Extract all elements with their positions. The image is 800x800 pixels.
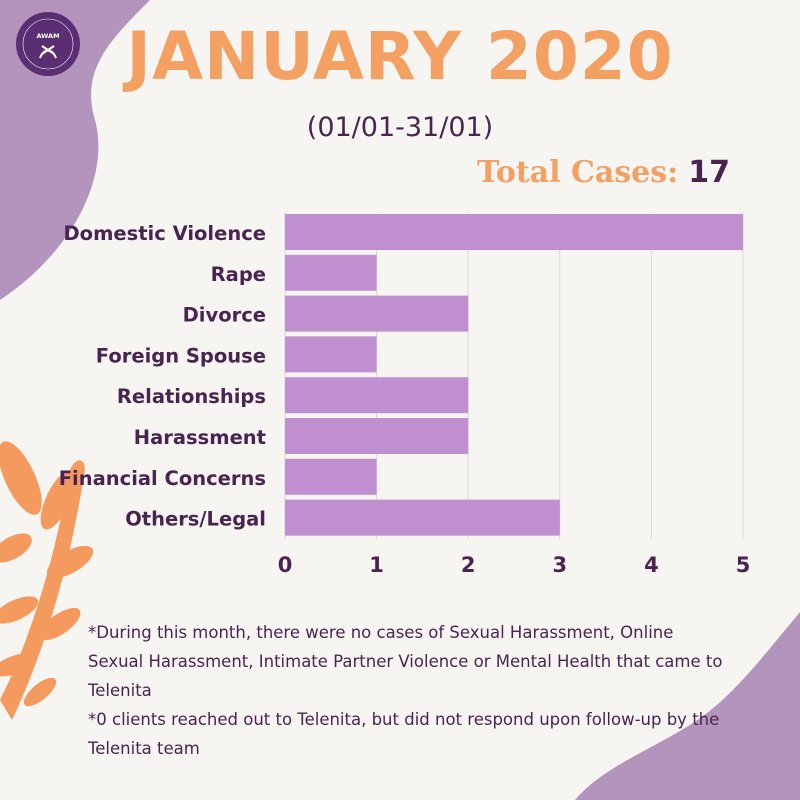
note-no-response: *0 clients reached out to Telenita, but … (88, 710, 720, 758)
bars (285, 214, 743, 536)
bar-1 (285, 254, 377, 291)
tick-label-0: 0 (278, 553, 293, 577)
bottom-right-blob (575, 612, 800, 800)
category-label-6: Financial Concerns (59, 467, 266, 490)
leaf-decoration (0, 441, 94, 720)
bar-0 (285, 214, 743, 250)
tick-label-4: 4 (644, 553, 659, 577)
notes: *During this month, there were no cases … (88, 618, 728, 763)
bar-4 (285, 377, 469, 414)
category-label-1: Rape (211, 263, 266, 286)
tick-label-1: 1 (369, 553, 384, 577)
awam-logo: AWAM (16, 12, 80, 76)
tick-label-2: 2 (461, 553, 476, 577)
bar-5 (285, 418, 469, 454)
category-label-5: Harassment (134, 426, 266, 449)
top-left-blob (0, 0, 150, 300)
category-label-4: Relationships (117, 385, 266, 408)
category-labels: Domestic Violence Rape Divorce Foreign Spou… (59, 222, 266, 531)
bar-2 (285, 295, 469, 332)
page-title: JANUARY 2020 (126, 18, 674, 95)
note-no-cases: *During this month, there were no cases … (88, 623, 723, 700)
logo-abbr: AWAM (36, 32, 59, 40)
tick-label-3: 3 (552, 553, 567, 577)
total-cases-value: 17 (688, 155, 730, 190)
category-label-0: Domestic Violence (64, 222, 267, 245)
date-range: (01/01-31/01) (306, 112, 494, 143)
tick-label-5: 5 (736, 553, 751, 577)
category-label-7: Others/Legal (125, 508, 266, 531)
category-label-3: Foreign Spouse (96, 344, 266, 367)
bar-6 (285, 458, 377, 495)
category-label-2: Divorce (183, 304, 266, 327)
total-cases-label: Total Cases: (476, 155, 679, 190)
x-ticks: 0 1 2 3 4 5 (278, 553, 751, 577)
total-cases: Total Cases: 17 (477, 155, 730, 190)
bar-7 (285, 499, 560, 536)
bar-3 (285, 336, 377, 373)
